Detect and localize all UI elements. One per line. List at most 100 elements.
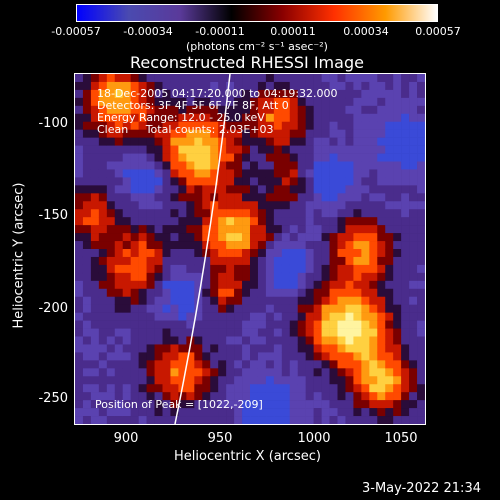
image-pixel xyxy=(369,129,378,138)
image-pixel xyxy=(186,328,195,337)
image-pixel xyxy=(202,352,211,361)
image-pixel xyxy=(385,392,394,401)
image-pixel xyxy=(178,113,187,123)
image-pixel xyxy=(114,360,124,369)
image-pixel xyxy=(305,368,314,377)
image-pixel xyxy=(297,105,306,115)
image-pixel xyxy=(377,129,386,138)
image-pixel xyxy=(377,384,386,393)
image-pixel xyxy=(273,97,283,107)
image-pixel xyxy=(393,81,402,91)
image-pixel xyxy=(170,376,179,385)
image-pixel xyxy=(353,256,362,266)
image-pixel xyxy=(210,97,219,107)
image-pixel xyxy=(162,217,171,226)
image-pixel xyxy=(130,360,139,369)
image-pixel xyxy=(90,408,100,417)
image-pixel xyxy=(369,217,378,226)
image-pixel xyxy=(146,400,155,409)
image-pixel xyxy=(313,225,322,234)
image-pixel xyxy=(337,400,346,409)
image-pixel xyxy=(154,320,163,329)
image-pixel xyxy=(321,264,330,274)
image-pixel xyxy=(281,137,291,146)
image-pixel xyxy=(162,408,171,417)
image-pixel xyxy=(234,225,243,234)
image-pixel xyxy=(210,209,219,218)
image-pixel xyxy=(75,241,84,250)
image-pixel xyxy=(226,137,235,146)
image-pixel xyxy=(369,360,378,369)
image-pixel xyxy=(369,376,378,385)
image-pixel xyxy=(226,312,235,321)
image-pixel xyxy=(361,169,370,178)
image-pixel xyxy=(114,241,124,250)
image-pixel xyxy=(170,312,179,321)
image-pixel xyxy=(234,280,243,290)
image-pixel xyxy=(122,201,131,210)
image-pixel xyxy=(218,145,227,154)
image-pixel xyxy=(281,153,291,162)
image-pixel xyxy=(369,121,378,130)
image-pixel xyxy=(250,320,259,329)
image-pixel xyxy=(218,233,227,242)
image-pixel xyxy=(226,193,235,202)
image-pixel xyxy=(75,296,84,305)
image-pixel xyxy=(98,105,108,115)
image-pixel xyxy=(122,304,131,313)
image-pixel xyxy=(98,416,108,424)
image-pixel xyxy=(146,225,155,234)
image-pixel xyxy=(281,209,291,218)
image-pixel xyxy=(361,153,370,162)
image-pixel xyxy=(337,209,346,218)
image-pixel xyxy=(289,304,299,313)
image-pixel xyxy=(162,280,171,290)
image-pixel xyxy=(313,368,322,377)
image-pixel xyxy=(154,74,163,83)
image-pixel xyxy=(305,320,314,329)
image-pixel xyxy=(138,256,147,266)
image-pixel xyxy=(337,201,346,210)
image-pixel xyxy=(218,249,227,258)
image-pixel xyxy=(369,89,378,99)
image-pixel xyxy=(265,336,275,345)
image-pixel xyxy=(98,137,108,146)
image-pixel xyxy=(170,177,179,186)
image-pixel xyxy=(75,336,84,345)
image-pixel xyxy=(242,249,251,258)
image-pixel xyxy=(417,304,425,313)
image-pixel xyxy=(146,233,155,242)
image-pixel xyxy=(361,74,370,83)
image-pixel xyxy=(385,161,394,170)
image-pixel xyxy=(329,153,338,162)
image-pixel xyxy=(218,74,227,83)
image-pixel xyxy=(265,201,275,210)
image-pixel xyxy=(146,336,155,345)
image-pixel xyxy=(242,296,251,305)
image-pixel xyxy=(289,129,299,138)
image-pixel xyxy=(162,74,171,83)
image-pixel xyxy=(202,312,211,321)
plot-title: Reconstructed RHESSI Image xyxy=(130,53,364,72)
image-pixel xyxy=(210,272,219,282)
image-pixel xyxy=(90,201,100,210)
image-pixel xyxy=(313,97,322,107)
image-pixel xyxy=(154,336,163,345)
image-pixel xyxy=(226,209,235,218)
image-pixel xyxy=(265,264,275,274)
image-pixel xyxy=(154,217,163,226)
image-pixel xyxy=(393,89,402,99)
image-pixel xyxy=(162,193,171,202)
image-pixel xyxy=(409,137,418,146)
image-pixel xyxy=(369,408,378,417)
image-pixel xyxy=(82,113,92,123)
image-pixel xyxy=(98,177,108,186)
image-pixel xyxy=(353,129,362,138)
image-pixel xyxy=(162,344,171,353)
image-pixel xyxy=(361,376,370,385)
image-pixel xyxy=(146,105,155,115)
image-pixel xyxy=(273,280,283,290)
image-pixel xyxy=(242,97,251,107)
image-pixel xyxy=(98,400,108,409)
image-pixel xyxy=(369,241,378,250)
